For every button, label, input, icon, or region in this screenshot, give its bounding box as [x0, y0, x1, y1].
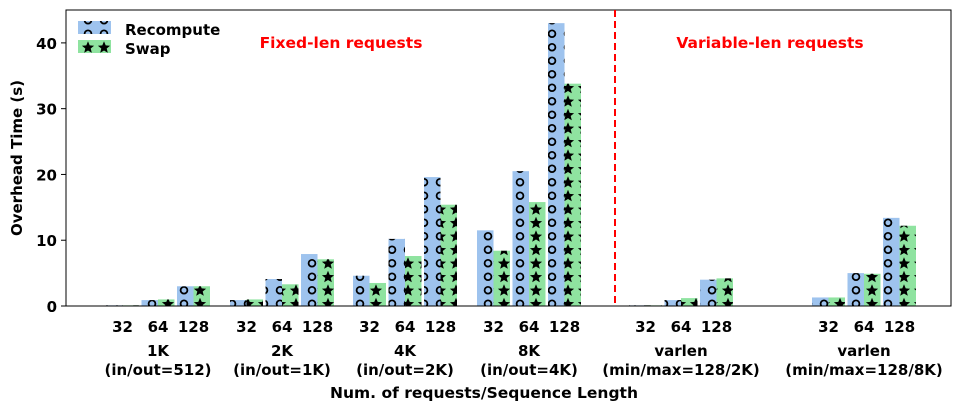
y-axis: 0 10 20 30 40 [36, 35, 66, 316]
bar-recompute-1-pattern [141, 300, 158, 306]
x-tick-label: 64 [854, 318, 875, 336]
x-tick-label: 32 [112, 318, 133, 336]
x-tick-label: 128 [549, 318, 580, 336]
bar-swap-2-pattern [193, 286, 210, 306]
x-tick-label: 128 [425, 318, 456, 336]
x-tick-label: 64 [671, 318, 692, 336]
x-tick-label: 128 [701, 318, 732, 336]
bar-recompute-16-pattern [847, 273, 864, 306]
bar-swap-17-pattern [899, 225, 916, 306]
bar-swap-1-pattern [158, 299, 175, 306]
legend-recompute: Recompute [78, 21, 220, 39]
y-axis-label: Overhead Time (s) [8, 80, 26, 236]
x-axis: 32 64 128 1K(in/out=512) 32 64 128 2K(in/out=1K… [104, 318, 942, 379]
bar-recompute-2-pattern [177, 286, 194, 306]
bar-recompute-14-pattern [700, 279, 717, 306]
bar-swap-6-pattern [369, 282, 386, 306]
bars-layer [106, 23, 916, 307]
x-tick-label: 32 [359, 318, 380, 336]
group-label-line1: 4K [394, 342, 417, 360]
x-tick-label: 128 [178, 318, 209, 336]
legend: Recompute Swap [78, 21, 220, 58]
x-tick-label: 32 [635, 318, 656, 336]
legend-swap-label: Swap [125, 40, 171, 58]
bar-swap-13-pattern [681, 298, 698, 306]
group-label-line1: 1K [147, 342, 170, 360]
x-tick-label: 32 [818, 318, 839, 336]
x-tick-label: 128 [884, 318, 915, 336]
bar-recompute-17-pattern [883, 217, 900, 306]
bar-swap-10-pattern [529, 202, 546, 306]
y-tick-label: 0 [47, 298, 57, 316]
group-label-line2: (in/out=4K) [480, 361, 578, 379]
bar-swap-16-pattern [864, 273, 881, 306]
bar-recompute-5-pattern [301, 254, 318, 306]
bar-recompute-6-pattern [353, 275, 370, 306]
bar-recompute-10-pattern [512, 171, 529, 306]
x-tick-label: 64 [148, 318, 169, 336]
legend-swap: Swap [78, 40, 171, 58]
x-axis-label: Num. of requests/Sequence Length [330, 384, 638, 402]
bar-swap-9-pattern [493, 250, 510, 306]
bar-recompute-11-pattern [548, 23, 565, 307]
x-tick-label: 64 [519, 318, 540, 336]
bar-swap-5-pattern [317, 259, 334, 306]
x-tick-label: 64 [395, 318, 416, 336]
bar-recompute-3-pattern [230, 300, 247, 306]
variable-len-annotation: Variable-len requests [676, 34, 863, 52]
group-label-line1: 8K [518, 342, 541, 360]
bar-swap-11-pattern [564, 83, 581, 306]
bar-recompute-8-pattern [424, 177, 441, 306]
legend-recompute-label: Recompute [125, 21, 220, 39]
bar-swap-7-pattern [405, 256, 422, 306]
bar-recompute-9-pattern [477, 230, 494, 306]
bar-swap-8-pattern [440, 204, 457, 306]
group-label-line2: (min/max=128/8K) [785, 361, 943, 379]
bar-swap-14-pattern [716, 278, 733, 306]
bar-recompute-13-pattern [664, 300, 681, 306]
fixed-len-annotation: Fixed-len requests [260, 34, 423, 52]
bar-recompute-4-pattern [265, 279, 282, 306]
x-tick-label: 64 [272, 318, 293, 336]
group-label-line1: 2K [271, 342, 294, 360]
group-label-line1: varlen [837, 342, 890, 360]
plot-frame [65, 9, 952, 307]
group-label-line1: varlen [654, 342, 707, 360]
y-tick-label: 10 [36, 232, 57, 250]
group-label-line2: (in/out=2K) [356, 361, 454, 379]
y-tick-label: 40 [36, 35, 57, 53]
bar-recompute-15-pattern [812, 297, 829, 306]
x-tick-label: 32 [483, 318, 504, 336]
bar-swap-15-pattern [828, 297, 845, 306]
x-tick-label: 32 [236, 318, 257, 336]
y-tick-label: 20 [36, 166, 57, 184]
legend-recompute-pattern [78, 21, 111, 34]
bar-swap-3-pattern [246, 299, 263, 306]
bar-swap-4-pattern [282, 284, 299, 306]
y-tick-label: 30 [36, 101, 57, 119]
legend-swap-pattern [78, 40, 111, 53]
group-label-line2: (in/out=1K) [233, 361, 331, 379]
group-label-line2: (min/max=128/2K) [602, 361, 760, 379]
bar-recompute-7-pattern [388, 238, 405, 306]
x-tick-label: 128 [302, 318, 333, 336]
group-label-line2: (in/out=512) [104, 361, 211, 379]
